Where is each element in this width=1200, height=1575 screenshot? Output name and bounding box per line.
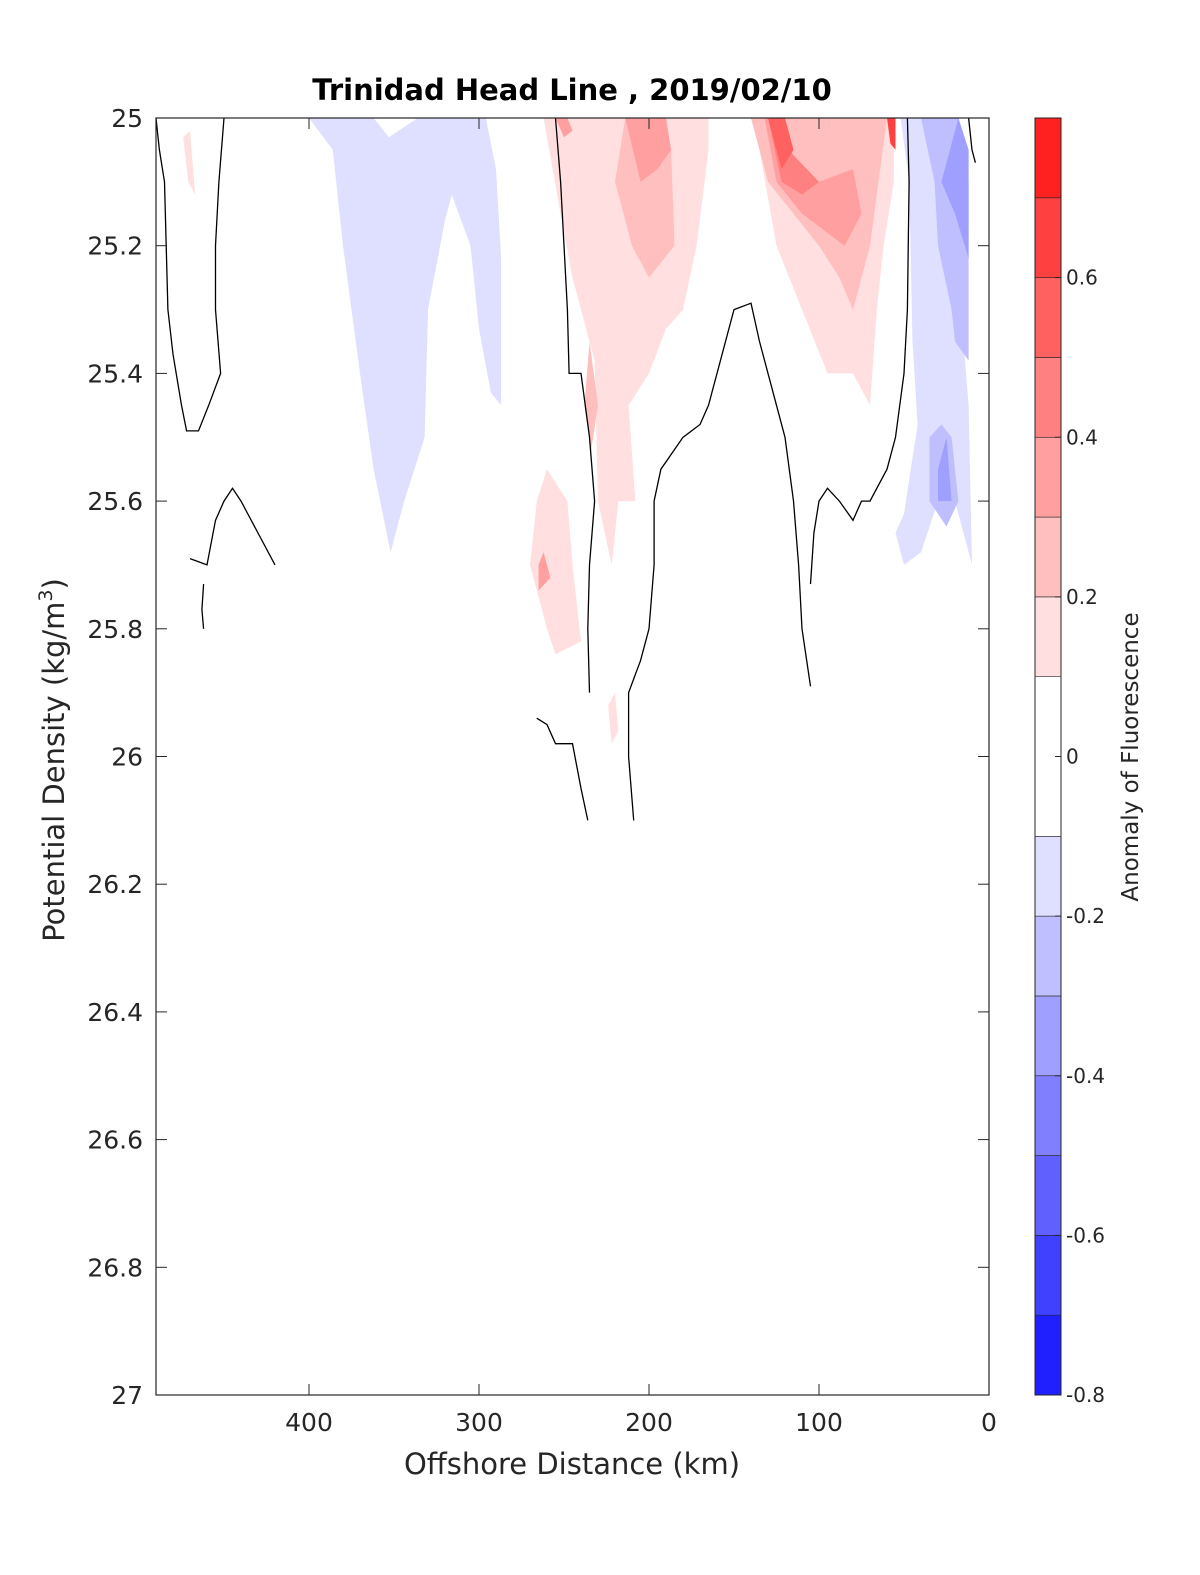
x-tick-label-2: 200: [625, 1408, 673, 1437]
y-tick-label-1: 25.2: [87, 232, 143, 261]
anomaly-region-8: [530, 469, 581, 655]
y-axis-label: Potential Density (kg/m3): [35, 578, 71, 942]
anomaly-region-13: [625, 118, 672, 182]
colorbar-tick-label-0: -0.8: [1066, 1383, 1105, 1407]
zero-contour-7: [967, 117, 977, 163]
colorbar-bands: [1034, 117, 1062, 1396]
x-tick-label-4: 0: [981, 1408, 997, 1437]
colorbar-band-4: [1034, 1075, 1062, 1156]
zero-contour-3: [554, 117, 596, 693]
y-tick-label-4: 25.8: [87, 615, 143, 644]
colorbar-band-2: [1034, 1235, 1062, 1316]
colorbar-tick-label-2: -0.4: [1066, 1064, 1105, 1088]
y-axis: 25 25.2 25.4 25.6 25.8 26 26.2 26.4 26.6 26.8 27: [87, 104, 989, 1410]
colorbar-label: Anomaly of Fluorescence: [1118, 612, 1144, 901]
chart-title: Trinidad Head Line , 2019/02/10: [312, 73, 832, 107]
y-tick-label-0: 25: [111, 104, 143, 133]
anomaly-region-5: [938, 437, 952, 502]
colorbar-band-10: [1034, 516, 1062, 598]
plot-area: 400 300 200 100 0 25 25.2 25.4 25.6 25.8 26 26.2 26…: [87, 104, 997, 1437]
y-tick-label-5: 26: [111, 743, 143, 772]
y-axis-label-main: Potential Density (kg/m: [37, 602, 71, 942]
contour-line-layer: [155, 117, 977, 821]
colorbar-band-1: [1034, 1314, 1062, 1396]
y-tick-label-9: 26.8: [87, 1253, 143, 1282]
y-tick-label-3: 25.6: [87, 487, 143, 516]
colorbar-tick-label-3: -0.2: [1066, 904, 1105, 928]
x-tick-label-0: 400: [285, 1408, 333, 1437]
x-tick-label-3: 100: [795, 1408, 843, 1437]
anomaly-region-10: [615, 118, 675, 278]
zero-contour-6: [809, 117, 910, 585]
y-axis-label-close: ): [37, 578, 71, 589]
anomaly-region-0: [309, 118, 502, 553]
anomaly-region-18: [768, 118, 794, 170]
colorbar-tick-label-5: 0.2: [1066, 585, 1098, 609]
contour-fill-layer: [183, 118, 972, 744]
colorbar-tick-label-6: 0.4: [1066, 425, 1098, 449]
anomaly-region-9: [608, 692, 619, 744]
y-tick-label-2: 25.4: [87, 359, 143, 388]
y-tick-label-8: 26.6: [87, 1126, 143, 1155]
y-axis-label-superscript: 3: [35, 589, 57, 601]
colorbar-ticks: -0.8 -0.6 -0.4 -0.2 0 0.2 0.4 0.6: [1055, 266, 1105, 1407]
zero-contour-4: [536, 717, 589, 821]
x-tick-label-1: 300: [455, 1408, 503, 1437]
colorbar-band-3: [1034, 1155, 1062, 1236]
anomaly-region-14: [764, 118, 862, 246]
x-axis: 400 300 200 100 0: [285, 118, 997, 1437]
colorbar-tick-label-7: 0.6: [1066, 266, 1098, 290]
colorbar-band-5: [1034, 995, 1062, 1077]
anomaly-region-15: [538, 552, 551, 591]
anomaly-region-4: [941, 118, 969, 259]
x-axis-label: Offshore Distance (km): [404, 1447, 740, 1481]
colorbar-band-13: [1034, 277, 1062, 358]
zero-contour-2: [201, 584, 205, 629]
colorbar-band-15: [1034, 117, 1062, 199]
y-tick-label-6: 26.2: [87, 870, 143, 899]
y-tick-label-7: 26.4: [87, 998, 143, 1027]
y-tick-label-10: 27: [111, 1381, 143, 1410]
colorbar-band-11: [1034, 436, 1062, 518]
colorbar: -0.8 -0.6 -0.4 -0.2 0 0.2 0.4 0.6: [1034, 117, 1105, 1407]
zero-contour-1: [189, 487, 276, 566]
anomaly-region-6: [183, 130, 196, 195]
anomaly-region-16: [555, 118, 573, 138]
zero-contour-5: [627, 302, 812, 821]
zero-contour-0: [155, 117, 225, 432]
anomaly-region-19: [887, 118, 896, 150]
colorbar-band-7: [1034, 836, 1062, 917]
colorbar-band-14: [1034, 197, 1062, 278]
colorbar-band-9: [1034, 596, 1062, 677]
colorbar-band-12: [1034, 357, 1062, 438]
colorbar-tick-label-1: -0.6: [1066, 1223, 1105, 1247]
colorbar-band-6: [1034, 915, 1062, 997]
colorbar-tick-label-4: 0: [1066, 745, 1079, 769]
